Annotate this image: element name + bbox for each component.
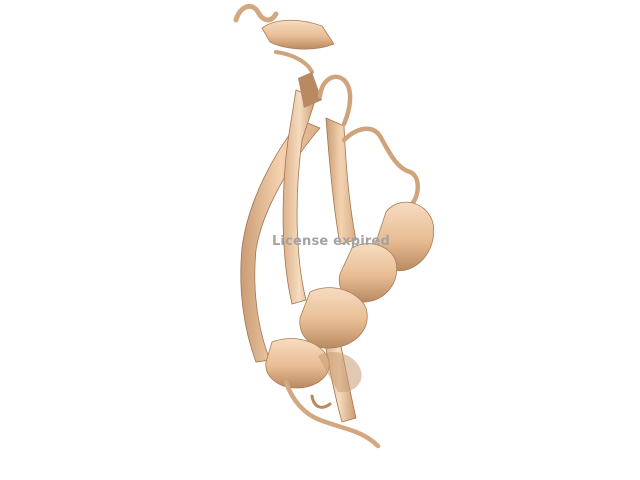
right-loops [317, 74, 420, 207]
alpha-helix [265, 201, 435, 393]
top-loop [233, 3, 335, 74]
beta-strand-left [240, 119, 321, 363]
beta-strand-middle [282, 72, 322, 305]
c-terminal-tail [283, 379, 381, 449]
